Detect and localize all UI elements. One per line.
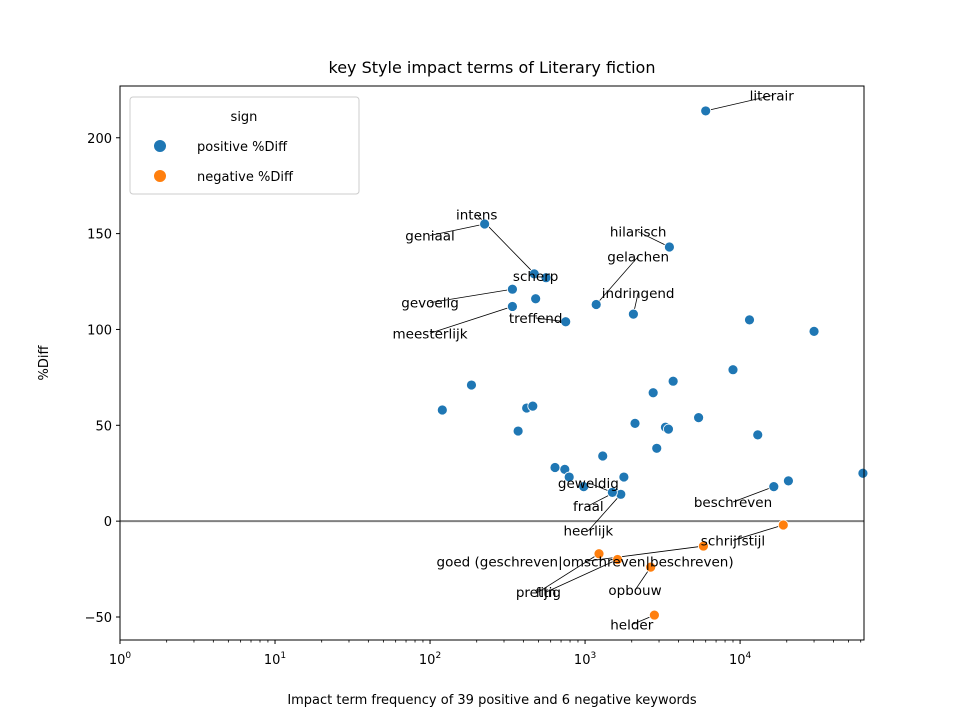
- data-point-negative: [645, 561, 657, 573]
- annotation-label: opbouw: [608, 583, 661, 599]
- data-point-negative: [777, 519, 789, 531]
- data-point-positive: [618, 471, 630, 483]
- annotation-label: indringend: [602, 286, 675, 302]
- legend-marker-positive: [153, 139, 167, 153]
- legend-title: sign: [231, 110, 258, 125]
- data-point-positive: [563, 471, 575, 483]
- data-point-positive: [606, 486, 618, 498]
- annotation-label: beschreven: [694, 495, 772, 511]
- annotation-label: meesterlijk: [393, 326, 468, 342]
- legend-marker-negative: [153, 169, 167, 183]
- data-point-positive: [808, 325, 820, 337]
- x-tick-label: 102: [419, 651, 441, 668]
- legend: sign positive %Diff negative %Diff: [129, 96, 360, 195]
- data-point-positive: [507, 283, 518, 295]
- annotation-leader-line: [538, 553, 600, 593]
- x-axis-label: Impact term frequency of 39 positive and…: [287, 693, 697, 708]
- annotation-label: fraal: [573, 499, 604, 515]
- annotation-leader-line: [705, 95, 772, 112]
- y-tick-label: −50: [85, 611, 112, 626]
- annotation-leader-line: [732, 524, 784, 541]
- annotation-leader-line: [588, 494, 622, 531]
- data-point-negative: [612, 554, 623, 565]
- annotation-label: gevoelig: [401, 296, 459, 312]
- x-tick-label: 103: [574, 651, 596, 668]
- annotation-leader-line: [429, 288, 513, 304]
- legend-box: [129, 96, 360, 195]
- annotation-label: fijn: [536, 585, 557, 601]
- data-point-positive: [540, 272, 552, 284]
- data-point-positive: [693, 412, 705, 424]
- annotation-label: geniaal: [405, 229, 454, 245]
- annotation-leader-line: [637, 231, 670, 248]
- annotation-label: heerlijk: [563, 524, 613, 540]
- data-point-positive: [530, 293, 542, 305]
- data-point-positive: [647, 387, 659, 399]
- data-point-positive: [528, 268, 540, 280]
- data-point-positive: [663, 423, 674, 435]
- data-point-positive: [768, 481, 780, 493]
- data-point-positive: [629, 417, 641, 429]
- data-point-positive: [590, 299, 602, 310]
- annotation-label: intens: [456, 207, 498, 223]
- annotation-leader-line: [732, 486, 774, 503]
- data-point-positive: [560, 316, 572, 328]
- annotation-leader-line: [585, 545, 704, 562]
- annotation-leader-line: [595, 256, 639, 305]
- data-point-positive: [727, 364, 739, 376]
- data-point-positive: [857, 467, 869, 479]
- annotation-label: prettig: [516, 585, 561, 601]
- data-point-positive: [527, 400, 539, 412]
- y-axis-label: %Diff: [37, 344, 52, 380]
- y-tick-label: 200: [87, 132, 112, 147]
- data-point-positive: [667, 375, 679, 387]
- plot-area: 200 150 100 50 0 −50 100 101 102 103 104 literair in…: [85, 89, 869, 668]
- x-tick-label: 101: [264, 651, 286, 668]
- annotation-label: scherp: [513, 269, 558, 285]
- x-tick-label: 100: [109, 651, 132, 668]
- data-point-positive: [507, 301, 518, 312]
- data-point-positive: [651, 442, 663, 454]
- y-tick-label: 150: [87, 228, 112, 243]
- annotation-label: gelachen: [607, 250, 669, 266]
- plot-frame: [119, 85, 865, 641]
- data-point-positive: [700, 105, 712, 117]
- data-point-positive: [479, 218, 491, 230]
- annotation-label: literair: [750, 89, 795, 105]
- data-point-positive: [436, 404, 448, 416]
- annotation-label: goed (geschreven|omschreven|beschreven): [437, 554, 734, 570]
- y-tick-label: 50: [95, 419, 112, 434]
- data-point-positive: [466, 379, 477, 391]
- data-point-negative: [648, 609, 660, 621]
- data-point-positive: [597, 450, 609, 462]
- annotation-label: schrijfstijl: [701, 533, 765, 549]
- x-tick-label: 104: [729, 651, 752, 668]
- data-point-negative: [593, 548, 605, 560]
- data-point-positive: [752, 429, 764, 441]
- annotation-leader-line: [545, 559, 618, 593]
- legend-label-positive: positive %Diff: [197, 140, 288, 155]
- annotation-leader-line: [429, 306, 513, 334]
- data-point-positive: [512, 425, 524, 437]
- data-point-positive: [578, 481, 590, 493]
- data-point-positive: [627, 308, 639, 320]
- legend-label-negative: negative %Diff: [197, 170, 294, 185]
- annotation-label: helder: [610, 618, 653, 634]
- data-point-positive: [744, 314, 755, 326]
- data-point-negative: [698, 540, 709, 552]
- annotation-label: geweldig: [558, 476, 619, 492]
- data-point-positive: [664, 241, 675, 253]
- chart-title: key Style impact terms of Literary ficti…: [329, 58, 656, 77]
- annotation-leader-line: [429, 223, 485, 236]
- annotation-label: treffend: [509, 311, 563, 327]
- y-tick-label: 100: [87, 323, 112, 338]
- annotation-label: hilarisch: [610, 225, 667, 241]
- data-point-positive: [549, 462, 561, 473]
- data-point-positive: [783, 475, 794, 487]
- y-tick-label: 0: [104, 515, 112, 530]
